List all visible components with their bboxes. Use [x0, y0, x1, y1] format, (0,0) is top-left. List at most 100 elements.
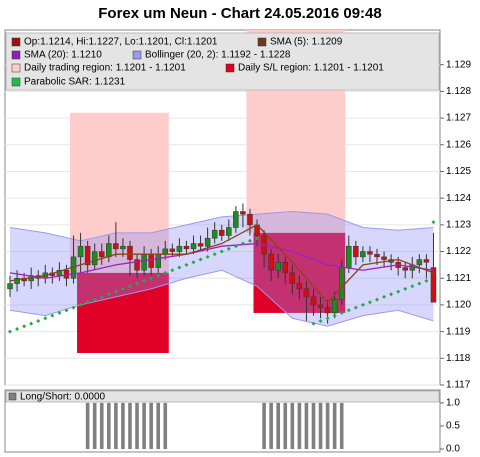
legend-swatch — [132, 50, 142, 60]
sar-dot — [170, 268, 175, 273]
sma-line — [9, 242, 434, 279]
y-tick-label: 1.129 — [446, 59, 471, 70]
long-short-bar — [163, 402, 168, 449]
y-tick-label: 1.119 — [446, 326, 471, 337]
sar-dot — [255, 236, 260, 241]
sar-dot — [85, 300, 90, 305]
sar-dot — [205, 254, 210, 259]
sar-dot — [424, 278, 429, 283]
long-short-bar — [149, 402, 153, 449]
legend-box — [5, 32, 440, 91]
sar-dot — [431, 220, 436, 225]
sar-dot — [233, 244, 238, 249]
sar-dot — [8, 329, 12, 334]
lower-legend-swatch — [8, 392, 17, 401]
candle-body — [430, 267, 437, 303]
candle-body — [423, 259, 430, 263]
legend-swatch — [11, 63, 21, 73]
y-tick-label: 1.120 — [446, 300, 471, 311]
sar-dot — [247, 238, 252, 243]
long-short-bar — [107, 402, 111, 449]
region — [77, 272, 169, 353]
sar-dot — [163, 270, 168, 275]
sar-dot — [142, 278, 147, 283]
long-short-bar — [304, 402, 309, 449]
long-short-bar — [325, 402, 330, 449]
candle-body — [282, 261, 289, 274]
legend-label: SMA (20): 1.1210 — [24, 50, 102, 61]
candle-body — [367, 251, 373, 255]
candle-body — [204, 237, 211, 247]
legend-label: Daily S/L region: 1.1201 - 1.1201 — [238, 63, 384, 74]
candle-body — [155, 253, 161, 268]
sar-dot — [43, 316, 48, 321]
long-short-bar — [128, 402, 132, 449]
y-tick-label: 1.121 — [446, 273, 471, 284]
candle-body — [346, 245, 352, 268]
candle-body — [218, 229, 225, 236]
sar-dot — [389, 292, 394, 297]
sar-dot — [382, 294, 387, 299]
candle-body — [416, 259, 423, 266]
chart-title: Forex um Neun - Chart 24.05.2016 09:48 — [98, 5, 381, 22]
y-tick-label: 1.117 — [446, 380, 471, 391]
legend-label: Bollinger (20, 2): 1.1192 - 1.1228 — [145, 50, 291, 61]
candle-body — [14, 277, 20, 284]
candle-body — [176, 245, 183, 252]
long-short-bar — [269, 402, 273, 449]
sar-dot — [177, 265, 182, 270]
long-short-bar — [135, 402, 139, 449]
sar-dot — [92, 297, 97, 302]
legend-swatch — [225, 63, 235, 73]
sar-dot — [240, 241, 245, 246]
candle-body — [353, 245, 359, 258]
long-short-bar — [339, 402, 344, 449]
sar-dot — [403, 286, 408, 291]
y-tick-label: 1.126 — [446, 139, 471, 150]
candle-body — [211, 229, 218, 239]
candle-body — [317, 304, 324, 308]
sar-dot — [135, 281, 140, 286]
long-short-bar — [290, 402, 295, 449]
y-tick-label: 1.118 — [446, 353, 471, 364]
candle-body — [148, 253, 154, 268]
lower-y-tick-label: 1.0 — [446, 398, 460, 409]
candle-body — [113, 243, 119, 250]
lower-y-tick-label: 0.0 — [446, 444, 460, 455]
candle-body — [324, 307, 331, 314]
candle-body — [197, 243, 204, 247]
candle-body — [310, 296, 317, 306]
candle-body — [247, 213, 253, 226]
sar-dot — [22, 324, 27, 329]
sar-dot — [339, 310, 344, 315]
long-short-bar — [318, 402, 323, 449]
sar-dot — [353, 305, 358, 310]
long-short-bar — [332, 402, 337, 449]
candle-body — [77, 245, 84, 258]
sar-dot — [332, 313, 337, 318]
lower-legend-label: Long/Short: 0.0000 — [20, 392, 106, 403]
sar-dot — [113, 289, 118, 294]
long-short-bar — [283, 402, 288, 449]
y-tick-label: 1.127 — [446, 113, 471, 124]
sar-dot — [120, 286, 125, 291]
sar-dot — [29, 321, 34, 326]
candle-body — [381, 256, 387, 260]
legend-label: Parabolic SAR: 1.1231 — [24, 77, 126, 88]
sar-dot — [78, 302, 83, 307]
y-tick-label: 1.123 — [446, 219, 471, 230]
sar-dot — [184, 262, 189, 267]
long-short-bar — [142, 402, 146, 449]
sar-dot — [57, 310, 62, 315]
sar-dot — [375, 297, 380, 302]
sma-line — [9, 224, 434, 304]
sar-dot — [410, 284, 415, 289]
sar-dot — [367, 300, 372, 305]
candle-body — [303, 288, 310, 298]
long-short-bar — [92, 402, 97, 449]
long-short-bar — [99, 402, 104, 449]
long-short-bar — [156, 402, 161, 449]
sar-dot — [191, 260, 196, 265]
y-tick-label: 1.124 — [446, 193, 471, 204]
